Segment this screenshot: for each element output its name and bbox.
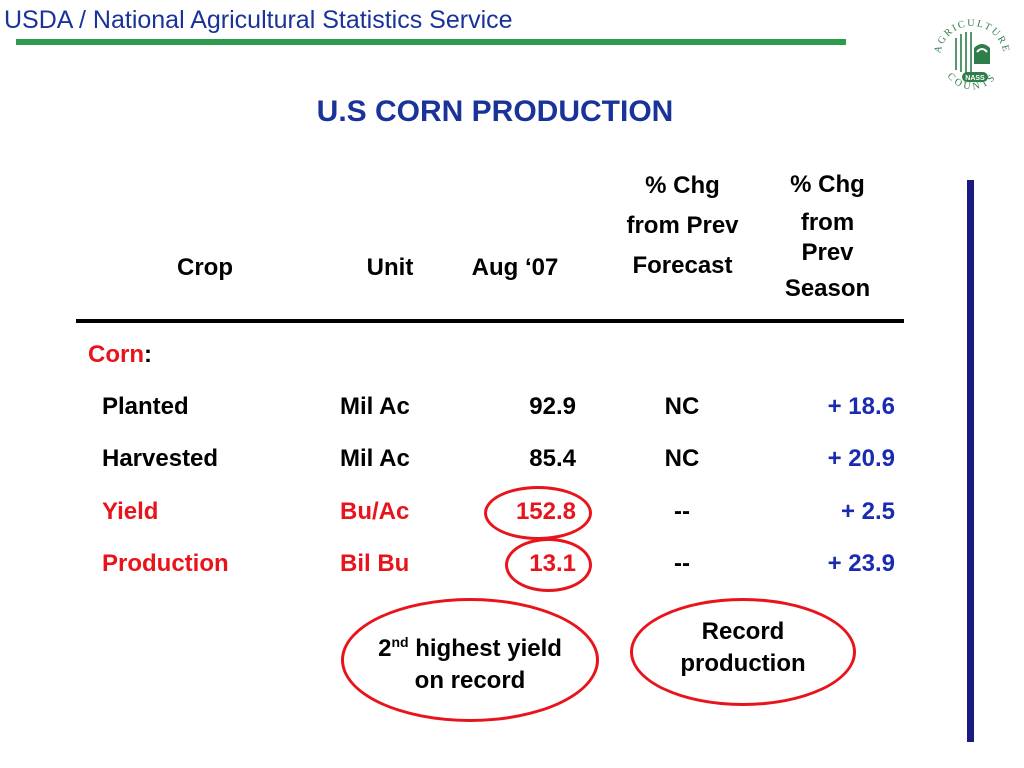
yield-note-oval [341,598,599,722]
header-underline [76,319,904,323]
production-highlight-circle [505,538,592,592]
svg-text:AGRICULTURE: AGRICULTURE [932,18,1011,54]
row-chg-season: + 23.9 [827,550,895,577]
header-rule [16,39,846,45]
row-aug07: 85.4 [529,445,576,472]
col-header-crop: Crop [177,254,233,281]
col-header-chg-season: % Chg from Prev Season [775,166,880,308]
col-header-chg-forecast-l1: % Chg [645,172,720,199]
svg-text:NASS: NASS [965,75,985,82]
row-chg-season: + 18.6 [827,393,895,420]
row-unit: Bil Bu [340,550,410,577]
col-header-chg-season-l1: % Chg [790,171,865,198]
nass-agriculture-counts-logo: AGRICULTURE COUNTS NASS [932,18,1011,93]
yield-note-line1: 2nd highest yield [378,634,562,662]
right-vertical-rule [967,180,974,742]
record-note-oval [630,598,856,706]
row-chg-forecast: NC [664,393,700,420]
col-header-chg-season-l2: from [800,209,855,236]
col-header-chg-forecast: % Chg from Prev Forecast [600,166,765,286]
yield-note: 2nd highest yield on record [341,626,599,697]
row-chg-season: + 2.5 [840,498,895,525]
section-colon: : [144,341,152,368]
record-note: Record production [630,616,856,680]
record-note-line1: Record [701,618,785,645]
page-title: U.S CORN PRODUCTION [316,95,674,128]
header-title: USDA / National Agricultural Statistics … [4,6,513,34]
row-crop: Yield [102,498,159,525]
record-note-line2: production [680,650,806,677]
row-unit: Mil Ac [340,445,410,472]
row-crop: Planted [102,393,189,420]
col-header-chg-season-l4: Season [784,275,871,302]
row-chg-season: + 20.9 [827,445,895,472]
row-crop: Production [102,550,229,577]
row-chg-forecast: -- [674,498,690,525]
col-header-chg-forecast-l3: Forecast [632,252,733,279]
section-label-corn: Corn: [88,340,152,370]
col-header-chg-forecast-l2: from Prev [626,212,739,239]
row-crop: Harvested [102,445,219,472]
row-unit: Bu/Ac [340,498,410,525]
row-unit: Mil Ac [340,393,410,420]
row-chg-forecast: -- [674,550,690,577]
yield-note-line2: on record [414,667,526,694]
row-chg-forecast: NC [664,445,700,472]
section-label: Corn [88,341,144,368]
col-header-unit: Unit [366,254,414,281]
col-header-aug07: Aug ‘07 [471,254,559,281]
yield-highlight-circle [484,486,592,540]
row-aug07: 92.9 [529,393,576,420]
col-header-chg-season-l3: Prev [801,239,854,266]
